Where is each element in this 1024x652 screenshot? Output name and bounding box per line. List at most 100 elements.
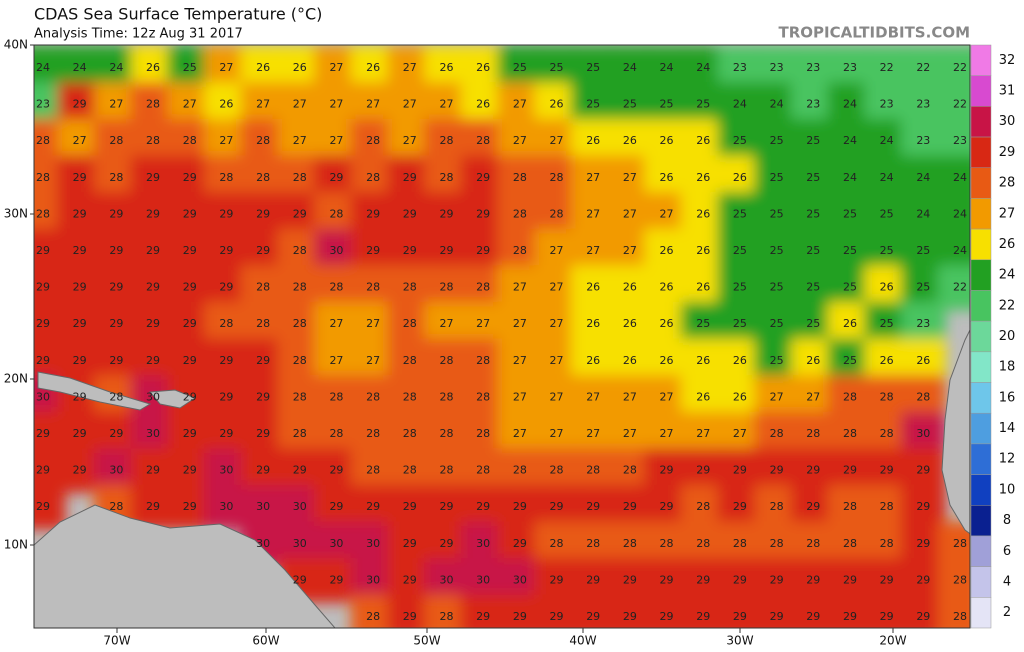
sst-value: 29: [439, 244, 453, 257]
sst-value: 25: [770, 244, 784, 257]
sst-value: 25: [513, 61, 527, 74]
sst-value: 26: [146, 61, 160, 74]
sst-value: 27: [623, 207, 637, 220]
sst-value: 27: [513, 354, 527, 367]
sst-value: 27: [660, 390, 674, 403]
sst-value: 26: [696, 207, 710, 220]
sst-value: 26: [476, 98, 490, 111]
sst-value: 28: [256, 134, 270, 147]
sst-value: 22: [880, 61, 894, 74]
sst-value: 28: [439, 281, 453, 294]
sst-value: 28: [403, 464, 417, 477]
sst-value: 29: [36, 427, 50, 440]
sst-value: 28: [36, 134, 50, 147]
sst-value: 25: [550, 61, 564, 74]
sst-value: 29: [843, 464, 857, 477]
sst-value: 28: [329, 390, 343, 403]
sst-value: 26: [476, 61, 490, 74]
colorbar-swatch: [970, 535, 992, 567]
colorbar-label: 6: [1003, 544, 1011, 559]
sst-value: 27: [329, 61, 343, 74]
sst-value: 27: [403, 61, 417, 74]
sst-value: 25: [806, 171, 820, 184]
sst-value: 29: [183, 464, 197, 477]
sst-value: 29: [183, 207, 197, 220]
sst-value: 27: [476, 317, 490, 330]
sst-value: 29: [146, 207, 160, 220]
sst-value: 28: [366, 281, 380, 294]
sst-value: 29: [733, 573, 747, 586]
sst-value: 27: [550, 390, 564, 403]
sst-value: 29: [403, 171, 417, 184]
sst-value: 28: [953, 610, 967, 623]
sst-value: 27: [623, 390, 637, 403]
sst-value: 30: [329, 244, 343, 257]
sst-value: 29: [183, 244, 197, 257]
sst-value: 25: [733, 134, 747, 147]
sst-value: 27: [219, 61, 233, 74]
sst-value: 27: [366, 354, 380, 367]
sst-value: 26: [696, 390, 710, 403]
africa: [941, 328, 970, 535]
sst-value: 26: [623, 317, 637, 330]
colorbar-label: 22: [999, 298, 1016, 313]
colorbar-swatch: [970, 505, 992, 537]
sst-value: 29: [843, 610, 857, 623]
colorbar-swatch: [970, 382, 992, 414]
sst-value: 29: [550, 500, 564, 513]
sst-value: 26: [586, 281, 600, 294]
colorbar-label: 4: [1003, 574, 1011, 589]
sst-value: 27: [403, 134, 417, 147]
sst-value: 29: [916, 500, 930, 513]
sst-value: 29: [696, 573, 710, 586]
sst-value: 28: [366, 390, 380, 403]
sst-value: 27: [550, 244, 564, 257]
sst-value: 24: [73, 61, 87, 74]
sst-value: 26: [733, 171, 747, 184]
sst-value: 27: [329, 134, 343, 147]
sst-value: 29: [403, 244, 417, 257]
sst-value: 29: [586, 610, 600, 623]
sst-value: 27: [586, 244, 600, 257]
sst-value: 24: [880, 171, 894, 184]
sst-value: 29: [623, 500, 637, 513]
sst-value: 29: [660, 610, 674, 623]
sst-value: 25: [843, 207, 857, 220]
colorbar-swatch: [970, 566, 992, 598]
sst-value: 29: [329, 464, 343, 477]
sst-value: 28: [403, 317, 417, 330]
sst-value: 29: [73, 354, 87, 367]
sst-value: 29: [36, 464, 50, 477]
sst-value: 30: [439, 573, 453, 586]
sst-value: 28: [953, 573, 967, 586]
sst-value: 24: [623, 61, 637, 74]
sst-value: 27: [329, 98, 343, 111]
sst-value: 24: [953, 171, 967, 184]
sst-value: 30: [219, 500, 233, 513]
sst-value: 23: [806, 61, 820, 74]
sst-value: 25: [183, 61, 197, 74]
sst-value: 30: [36, 390, 50, 403]
sst-value: 28: [293, 390, 307, 403]
sst-value: 27: [439, 317, 453, 330]
colorbar-label: 27: [999, 206, 1016, 221]
sst-value: 28: [329, 207, 343, 220]
sst-value: 28: [770, 427, 784, 440]
sst-value: 28: [476, 390, 490, 403]
sst-value: 28: [439, 171, 453, 184]
sst-value: 29: [146, 464, 160, 477]
sst-value: 25: [806, 244, 820, 257]
colorbar-swatch: [970, 320, 992, 353]
sst-value: 28: [843, 500, 857, 513]
sst-value: 23: [916, 134, 930, 147]
sst-value: 27: [219, 134, 233, 147]
sst-value: 28: [476, 354, 490, 367]
sst-value: 29: [73, 464, 87, 477]
sst-value: 26: [256, 61, 270, 74]
sst-value: 28: [439, 464, 453, 477]
sst-value: 27: [623, 244, 637, 257]
sst-value: 29: [219, 207, 233, 220]
lat-label: 10N: [4, 538, 28, 552]
sst-value: 29: [183, 354, 197, 367]
sst-value: 28: [660, 537, 674, 550]
